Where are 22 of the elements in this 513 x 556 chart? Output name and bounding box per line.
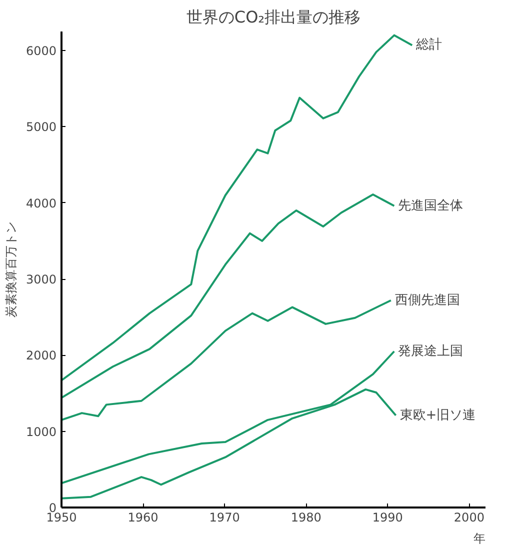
- y-tick-label: 6000: [26, 44, 57, 58]
- y-tick-label: 1000: [26, 424, 57, 439]
- line-series: [62, 193, 396, 399]
- series-label: 先進国全体: [398, 198, 464, 214]
- series-label: 総計: [415, 38, 442, 53]
- x-tick-label: 1970: [209, 510, 240, 524]
- y-axis-title: 炭素換算百万トン: [4, 222, 18, 318]
- x-tick-label: 1980: [290, 510, 322, 524]
- series-label: 発展途上国: [398, 344, 464, 359]
- y-tick-label: 3000: [26, 272, 57, 287]
- x-tick-label: 1990: [372, 510, 403, 524]
- line-series: [62, 299, 392, 421]
- series-label: 西側先進国: [394, 292, 460, 308]
- y-tick-label: 4000: [26, 196, 57, 210]
- x-tick-label: 1960: [128, 510, 158, 524]
- y-tick-label: 5000: [26, 120, 57, 134]
- chart-title: 世界のCO₂排出量の推移: [186, 8, 361, 26]
- x-tick-label: 2000: [454, 510, 484, 524]
- series-label: 東欧+旧ソ連: [400, 408, 476, 423]
- y-tick-label: 2000: [26, 348, 57, 363]
- x-axis-title: 年: [474, 532, 486, 546]
- x-tick-label: 1950: [46, 510, 77, 524]
